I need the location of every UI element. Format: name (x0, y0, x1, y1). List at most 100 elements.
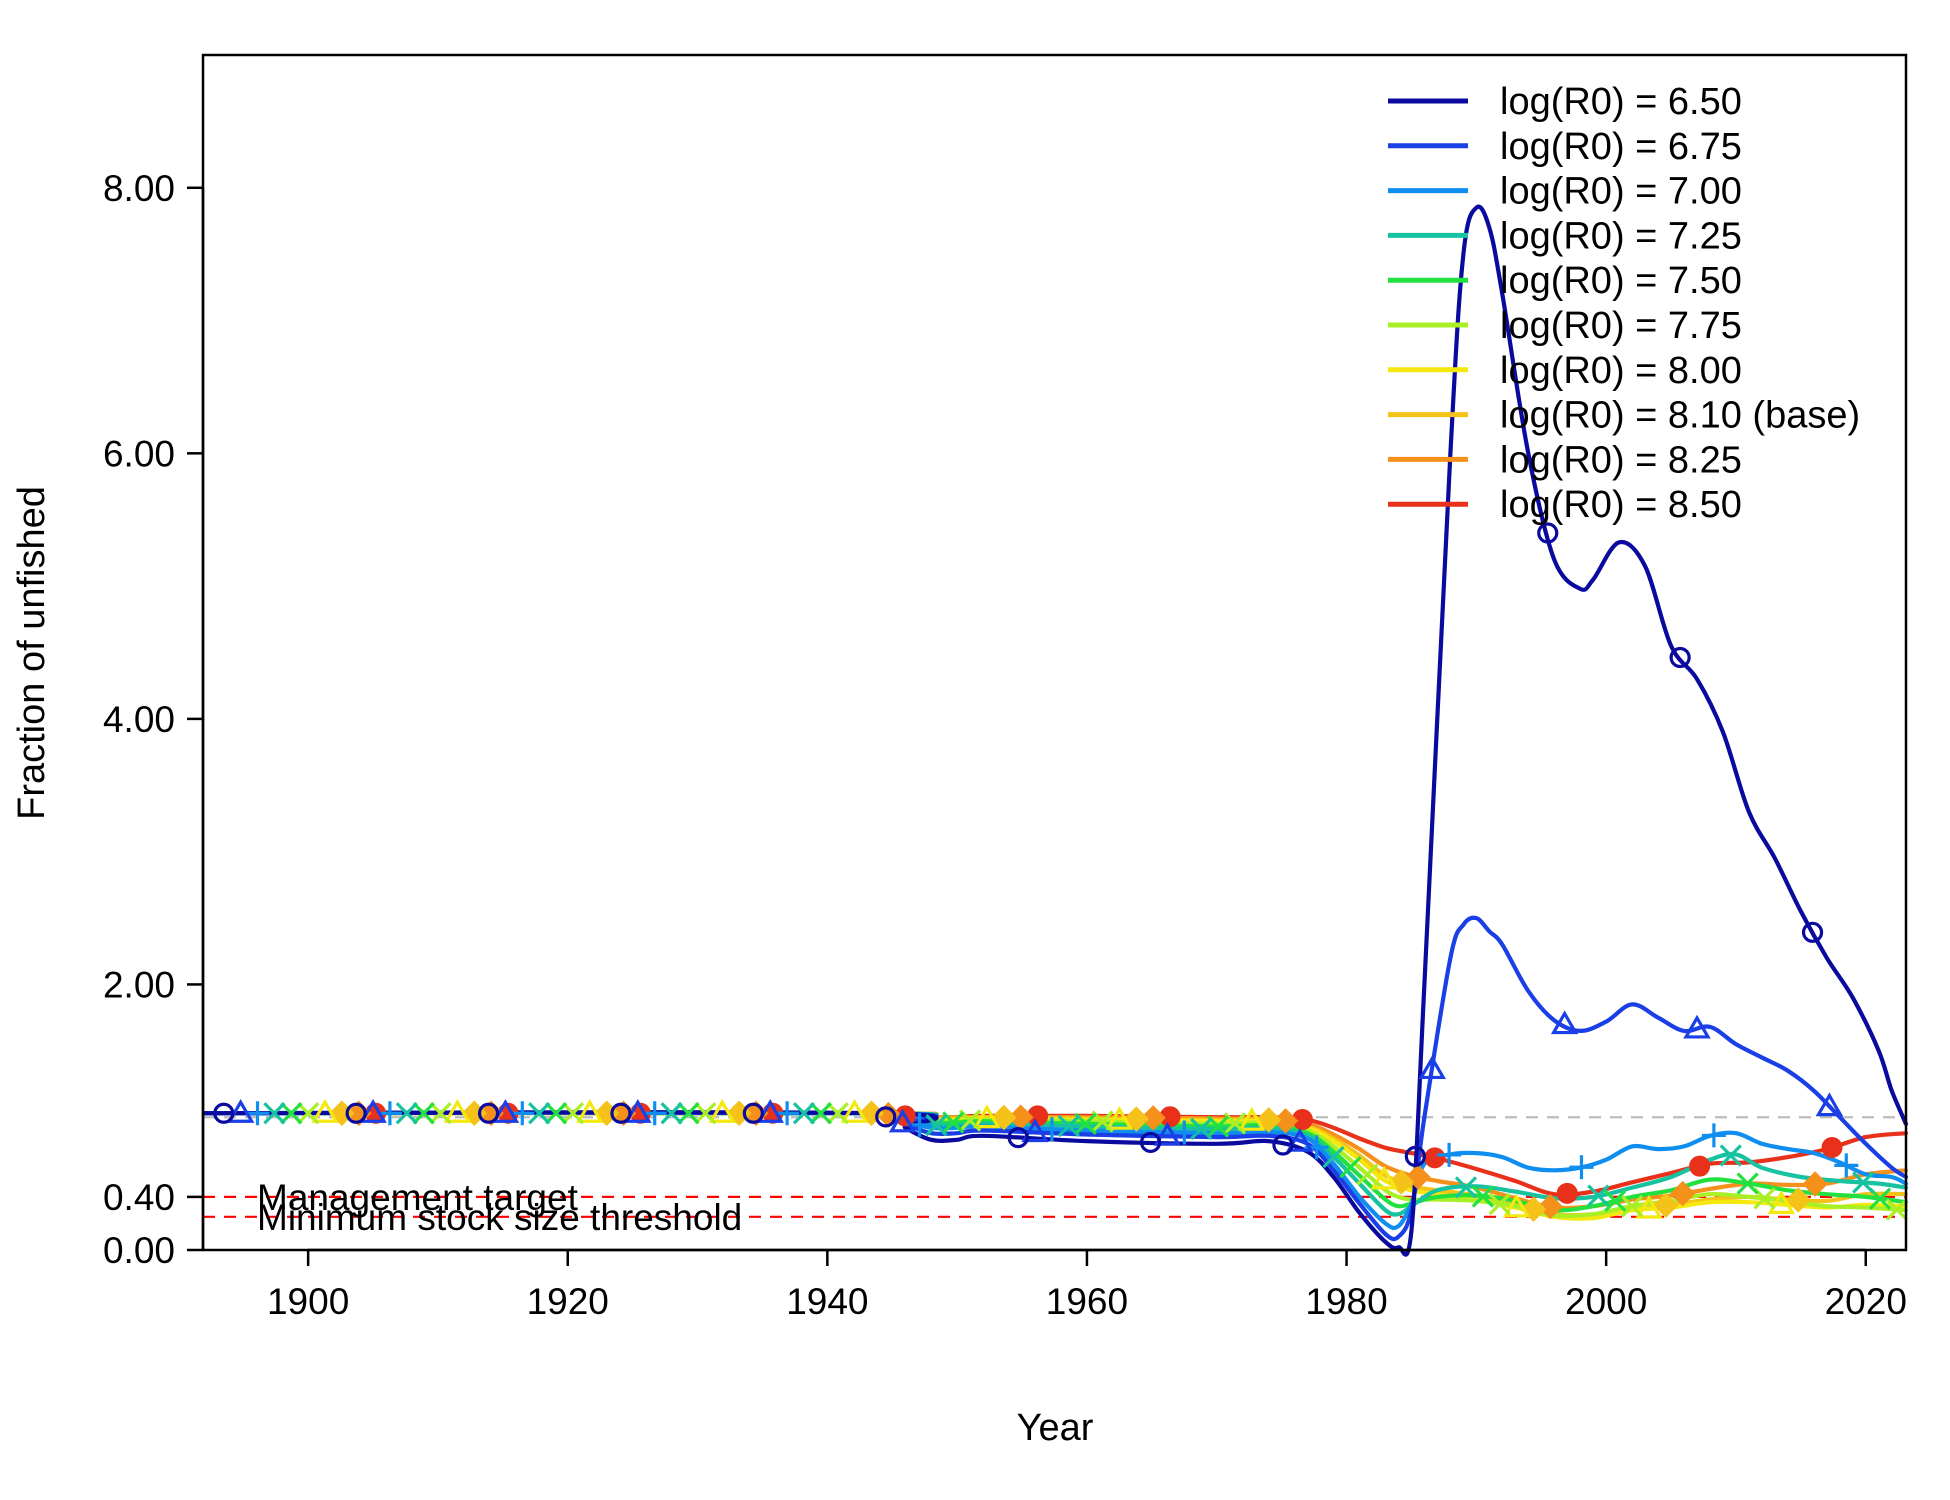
series-marker-1-11 (1683, 1014, 1711, 1039)
series-marker-3-5 (925, 1114, 948, 1137)
series-marker-5-1 (429, 1102, 452, 1125)
legend-label-4: log(R0) = 7.50 (1500, 260, 1742, 302)
series-marker-0-0 (213, 1102, 235, 1124)
x-tick-label-1: 1920 (527, 1281, 609, 1322)
series-marker-9-10 (1689, 1155, 1711, 1177)
series-marker-2-1 (377, 1101, 402, 1126)
series-marker-7-10 (1653, 1192, 1679, 1218)
series-marker-8-11 (1802, 1171, 1828, 1197)
series-marker-8-6 (1140, 1105, 1166, 1131)
series-marker-2-10 (1569, 1155, 1594, 1180)
legend-label-3: log(R0) = 7.25 (1500, 215, 1742, 257)
x-tick-label-5: 2000 (1565, 1281, 1647, 1322)
series-marker-1-1 (359, 1099, 387, 1123)
series-marker-7-11 (1785, 1187, 1811, 1213)
series-marker-6-8 (1370, 1165, 1398, 1190)
series-line-1 (202, 915, 1909, 1242)
series-marker-4-9 (1471, 1185, 1494, 1208)
legend-label-9: log(R0) = 8.50 (1500, 484, 1742, 526)
series-marker-1-8 (1286, 1127, 1314, 1152)
series-marker-0-9 (1404, 1145, 1426, 1167)
series-marker-3-12 (1852, 1171, 1875, 1194)
series-marker-1-6 (1021, 1118, 1049, 1143)
series-line-0 (202, 204, 1909, 1257)
series-marker-1-0 (226, 1099, 255, 1123)
series-marker-0-12 (1801, 921, 1824, 943)
series-marker-3-1 (395, 1102, 418, 1125)
series-marker-0-4 (742, 1102, 764, 1124)
series-marker-4-0 (280, 1102, 303, 1125)
series-marker-6-7 (1238, 1107, 1266, 1131)
series-marker-2-0 (245, 1101, 270, 1126)
series-marker-9-11 (1821, 1136, 1843, 1158)
series-marker-3-7 (1190, 1117, 1213, 1140)
series-marker-2-3 (642, 1101, 667, 1126)
x-axis-title: Year (1017, 1407, 1094, 1449)
series-marker-6-2 (576, 1099, 604, 1123)
legend-label-2: log(R0) = 7.00 (1500, 171, 1742, 213)
series-marker-3-0 (263, 1102, 286, 1125)
x-tick-label-0: 1900 (267, 1281, 349, 1322)
series-marker-5-3 (694, 1102, 717, 1125)
y-tick-label-2: 2.00 (103, 964, 175, 1005)
series-marker-2-11 (1701, 1123, 1726, 1148)
series-marker-5-12 (1885, 1198, 1909, 1221)
series-marker-6-0 (311, 1099, 339, 1123)
y-axis-title: Fraction of unfished (11, 486, 53, 820)
series-marker-2-7 (1172, 1120, 1197, 1145)
series-marker-1-7 (1153, 1121, 1182, 1146)
series-marker-3-4 (792, 1102, 816, 1125)
series-marker-2-2 (510, 1101, 535, 1126)
series-marker-0-2 (477, 1102, 500, 1124)
series-marker-1-10 (1550, 1010, 1579, 1035)
reference-label-1: Minimum stock size threshold (257, 1197, 742, 1238)
series-marker-5-9 (1488, 1192, 1511, 1216)
legend-label-7: log(R0) = 8.10 (base) (1500, 395, 1860, 437)
y-tick-label-5: 8.00 (103, 168, 175, 209)
legend-label-1: log(R0) = 6.75 (1500, 126, 1742, 168)
series-marker-6-5 (973, 1104, 1001, 1129)
series-marker-5-10 (1620, 1195, 1644, 1218)
series-marker-0-6 (1007, 1127, 1029, 1149)
legend-label-5: log(R0) = 7.75 (1500, 305, 1742, 347)
reference-label-0: Management target (257, 1177, 579, 1218)
series-marker-4-8 (1339, 1156, 1362, 1179)
y-tick-label-4: 6.00 (103, 433, 175, 474)
series-marker-3-8 (1322, 1145, 1345, 1169)
y-tick-label-1: 0.40 (103, 1177, 175, 1218)
series-marker-6-6 (1105, 1106, 1134, 1130)
series-marker-3-9 (1454, 1176, 1478, 1199)
series-marker-4-2 (544, 1102, 568, 1125)
series-marker-5-2 (561, 1102, 585, 1125)
x-tick-label-2: 1940 (786, 1281, 868, 1322)
series-marker-4-10 (1604, 1189, 1627, 1213)
series-marker-3-10 (1587, 1184, 1610, 1207)
series-marker-3-11 (1719, 1144, 1742, 1167)
series-marker-9-9 (1556, 1182, 1578, 1204)
legend-label-0: log(R0) = 6.50 (1500, 81, 1742, 123)
series-marker-6-9 (1502, 1193, 1531, 1218)
series-marker-1-2 (491, 1099, 520, 1123)
series-marker-4-1 (412, 1102, 435, 1125)
series-marker-1-5 (888, 1108, 917, 1133)
series-marker-6-10 (1635, 1194, 1663, 1219)
series-marker-1-4 (756, 1099, 785, 1123)
x-axis: 1900 1920 1940 1960 1980 2000 2020 (267, 1248, 1907, 1322)
series-marker-4-11 (1736, 1172, 1759, 1195)
series-marker-2-12 (1834, 1153, 1859, 1178)
series-marker-2-9 (1437, 1142, 1462, 1167)
series-marker-0-1 (345, 1102, 367, 1124)
series-marker-5-8 (1356, 1163, 1379, 1186)
y-axis: 0.00 0.40 2.00 4.00 6.00 8.00 (103, 168, 205, 1271)
x-tick-label-4: 1980 (1305, 1281, 1387, 1322)
series-marker-6-3 (708, 1099, 736, 1123)
series-marker-8-9 (1537, 1193, 1564, 1220)
series-markers (213, 522, 1909, 1222)
series-marker-2-6 (1039, 1117, 1064, 1142)
series-marker-3-6 (1057, 1114, 1080, 1138)
x-tick-label-6: 2020 (1825, 1281, 1907, 1322)
series-marker-0-8 (1272, 1134, 1294, 1156)
